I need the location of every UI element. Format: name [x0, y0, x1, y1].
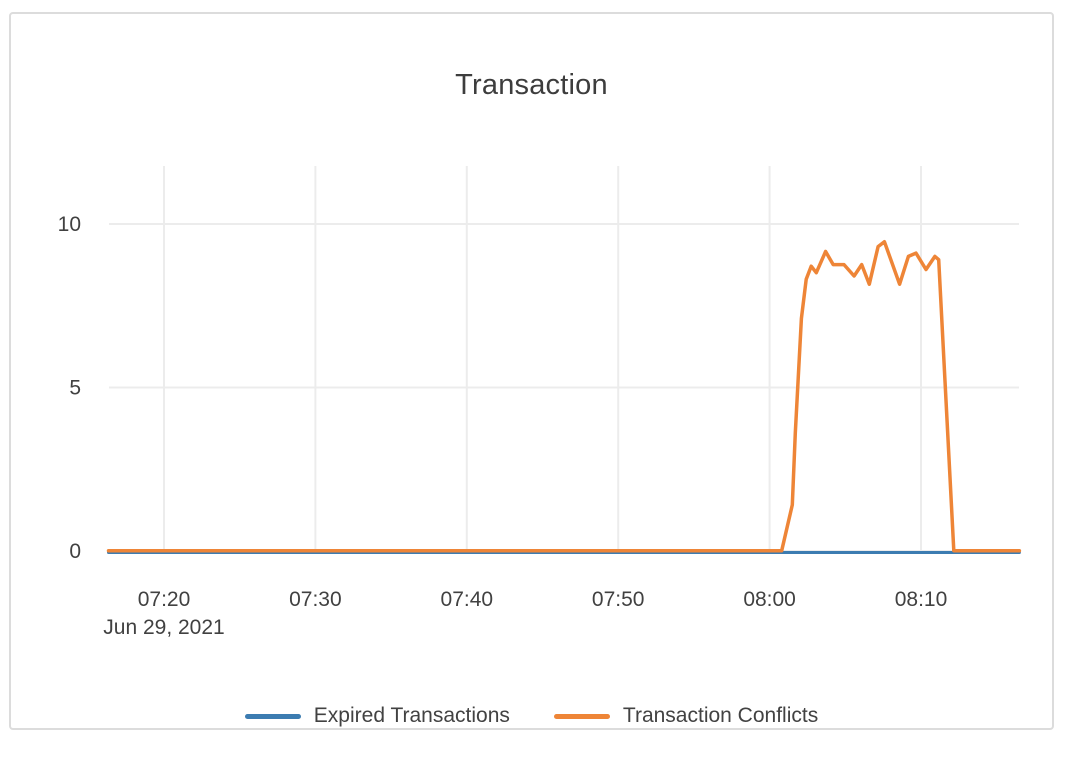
y-tick-label: 0 — [69, 540, 81, 563]
legend-line-swatch-blue-icon — [244, 713, 301, 719]
legend-line-swatch-orange-icon — [553, 713, 610, 719]
x-tick-label: 07:50 — [592, 588, 645, 611]
x-tick-label: 07:40 — [441, 588, 494, 611]
chart-title: Transaction — [455, 69, 608, 101]
x-tick-label: 07:20 — [138, 588, 191, 611]
series-line-transaction-conflicts — [106, 239, 1022, 553]
legend: Expired Transactions Transaction Conflic… — [11, 704, 1052, 728]
x-tick-label: 08:10 — [895, 588, 948, 611]
x-axis-date-label: Jun 29, 2021 — [103, 616, 224, 639]
plot-area[interactable]: 0 5 10 07:20 07:30 07:40 07:50 08:00 08:10 Jun 29… — [11, 14, 1072, 760]
legend-label: Transaction Conflicts — [622, 704, 819, 727]
legend-item-expired-transactions[interactable]: Expired Transactions — [244, 704, 510, 728]
legend-item-transaction-conflicts[interactable]: Transaction Conflicts — [553, 704, 819, 728]
y-tick-label: 5 — [69, 377, 81, 400]
x-tick-label: 08:00 — [743, 588, 796, 611]
legend-label: Expired Transactions — [313, 704, 510, 727]
x-tick-label: 07:30 — [289, 588, 342, 611]
y-tick-label: 10 — [58, 213, 81, 236]
chart-card: Transaction 0 5 10 07:20 07:30 07:40 07:50 08:0… — [9, 12, 1054, 730]
